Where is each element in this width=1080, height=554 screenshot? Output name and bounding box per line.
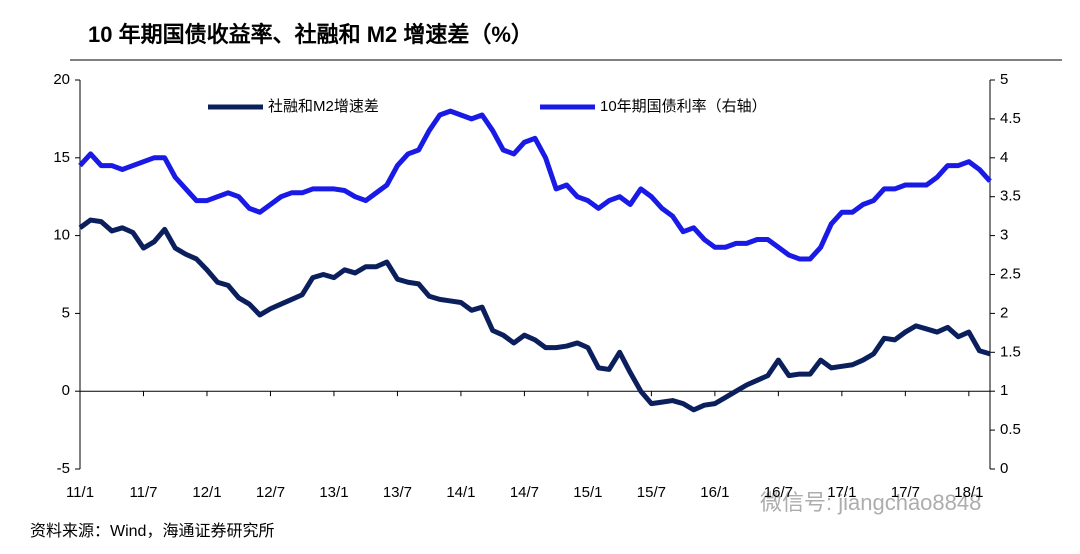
y2-tick-label: 3 [1000,227,1008,244]
x-tick-label: 12/1 [192,484,221,501]
source: 资料来源：Wind，海通证券研究所 [30,522,274,540]
y-tick-label: 5 [62,304,70,321]
x-tick-label: 15/7 [637,484,666,501]
y2-tick-label: 0 [1000,460,1008,477]
y2-tick-label: 1 [1000,382,1008,399]
x-tick-label: 12/7 [256,484,285,501]
watermark: 微信号: jiangchao8848 [760,490,981,515]
y2-tick-label: 4 [1000,149,1008,166]
x-tick-label: 14/1 [446,484,475,501]
x-tick-label: 17/7 [891,484,920,501]
y2-tick-label: 2 [1000,304,1008,321]
y-tick-label: 0 [62,382,70,399]
x-tick-label: 13/7 [383,484,412,501]
x-tick-label: 15/1 [573,484,602,501]
y-tick-label: 15 [53,149,70,166]
x-tick-label: 11/1 [66,484,94,501]
series-line [78,108,992,262]
y2-tick-label: 0.5 [1000,421,1021,438]
y-tick-label: -5 [57,460,70,477]
x-tick-label: 16/7 [764,484,793,501]
x-tick-label: 18/1 [954,484,983,501]
y2-tick-label: 3.5 [1000,188,1021,205]
chart-title: 10 年期国债收益率、社融和 M2 增速差（%） [88,22,533,47]
y-tick-label: 20 [53,71,70,88]
y2-tick-label: 1.5 [1000,343,1021,360]
legend-label: 10年期国债利率（右轴） [600,98,767,115]
x-tick-label: 16/1 [700,484,729,501]
y2-tick-label: 4.5 [1000,110,1021,127]
x-tick-label: 11/7 [129,484,157,501]
legend-label: 社融和M2增速差 [268,98,379,115]
y-tick-label: 10 [53,227,70,244]
series-line [78,217,991,413]
y2-tick-label: 5 [1000,71,1008,88]
y2-tick-label: 2.5 [1000,265,1021,282]
x-tick-label: 13/1 [319,484,348,501]
x-tick-label: 14/7 [510,484,539,501]
x-tick-label: 17/1 [827,484,856,501]
